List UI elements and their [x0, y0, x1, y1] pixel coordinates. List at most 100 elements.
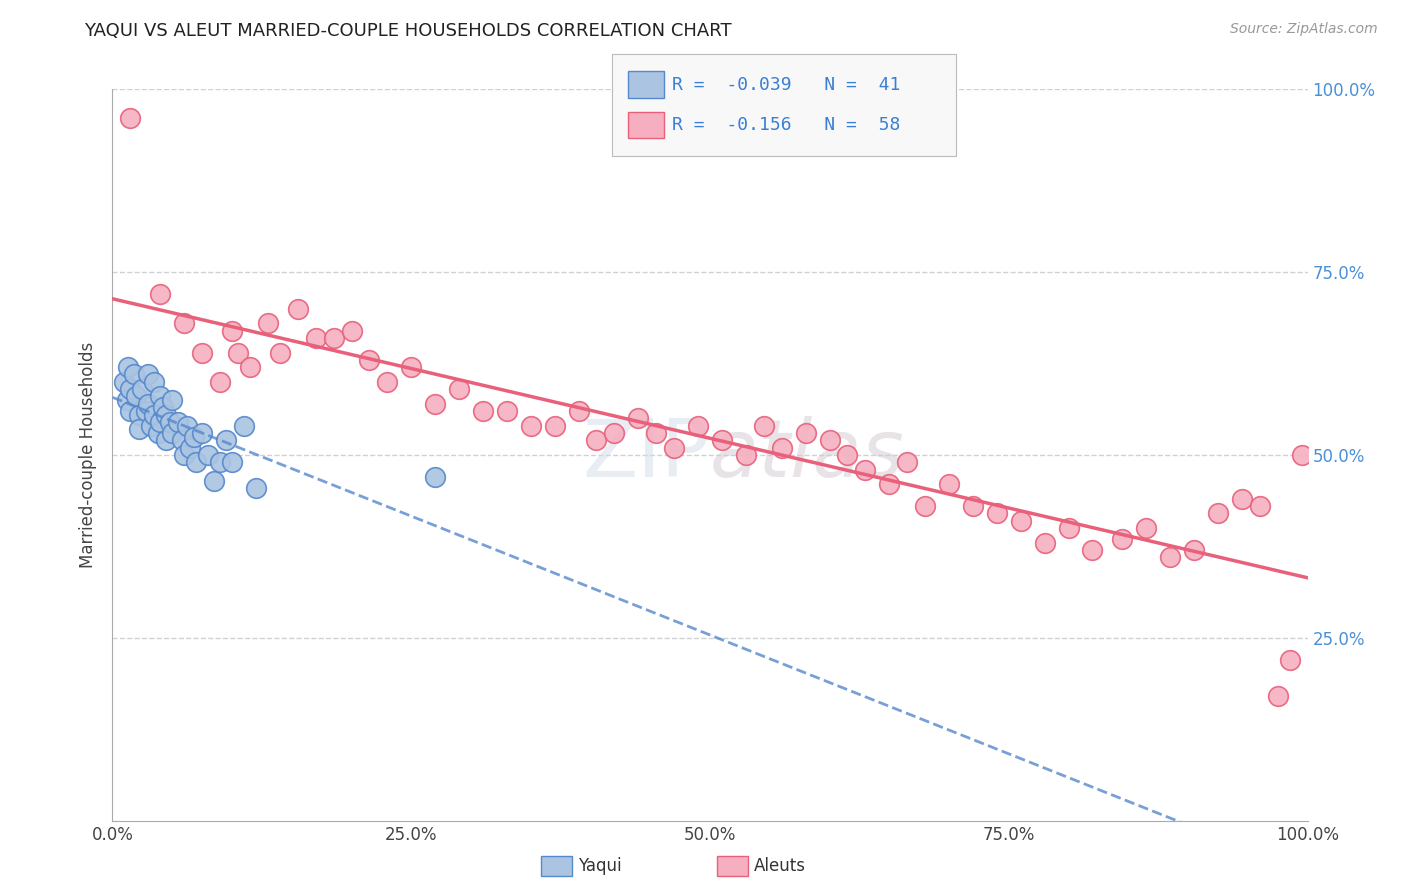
Point — [472, 404, 495, 418]
Point — [401, 360, 423, 375]
Point — [114, 375, 135, 389]
Point — [1033, 535, 1056, 549]
Point — [855, 462, 877, 476]
Point — [120, 404, 142, 418]
Point — [191, 425, 214, 440]
Point — [149, 287, 172, 301]
Point — [122, 368, 145, 382]
Point — [143, 408, 166, 422]
Point — [183, 430, 205, 444]
Point — [1111, 532, 1133, 546]
Point — [128, 422, 150, 436]
Point — [837, 448, 859, 462]
Point — [425, 397, 447, 411]
Text: Source: ZipAtlas.com: Source: ZipAtlas.com — [1230, 22, 1378, 37]
Point — [186, 455, 208, 469]
Point — [879, 477, 901, 491]
Point — [735, 448, 758, 462]
Point — [179, 441, 201, 455]
Point — [215, 434, 238, 448]
Text: ZIP: ZIP — [582, 416, 710, 494]
Point — [377, 375, 399, 389]
Point — [688, 418, 710, 433]
Point — [1267, 690, 1289, 704]
Point — [585, 434, 607, 448]
Point — [155, 434, 177, 448]
Point — [603, 425, 626, 440]
Point — [209, 375, 232, 389]
Point — [202, 474, 225, 488]
Point — [1057, 521, 1080, 535]
Point — [496, 404, 519, 418]
Point — [117, 360, 139, 375]
Point — [135, 404, 157, 418]
Point — [138, 397, 160, 411]
Point — [131, 382, 153, 396]
Point — [1010, 514, 1032, 528]
Text: YAQUI VS ALEUT MARRIED-COUPLE HOUSEHOLDS CORRELATION CHART: YAQUI VS ALEUT MARRIED-COUPLE HOUSEHOLDS… — [84, 22, 733, 40]
Point — [962, 499, 984, 513]
Point — [986, 507, 1008, 521]
Point — [1230, 491, 1253, 506]
Point — [1135, 521, 1157, 535]
Point — [1206, 507, 1229, 521]
Point — [1278, 653, 1301, 667]
Point — [1291, 448, 1313, 462]
Point — [287, 301, 309, 316]
Point — [162, 425, 183, 440]
Point — [818, 434, 841, 448]
Point — [269, 345, 291, 359]
Text: R =  -0.156   N =  58: R = -0.156 N = 58 — [672, 116, 900, 134]
Point — [221, 324, 243, 338]
Text: atlas: atlas — [710, 416, 905, 494]
Point — [257, 316, 280, 330]
Point — [226, 345, 249, 359]
Point — [322, 331, 344, 345]
Point — [143, 375, 166, 389]
Point — [167, 415, 190, 429]
Point — [520, 418, 543, 433]
Point — [340, 324, 363, 338]
Point — [149, 415, 172, 429]
Point — [794, 425, 817, 440]
Point — [138, 368, 160, 382]
Point — [359, 352, 381, 367]
Point — [170, 434, 193, 448]
Point — [128, 408, 150, 422]
Point — [125, 389, 148, 403]
Point — [159, 415, 181, 429]
Point — [115, 393, 138, 408]
Point — [1081, 543, 1104, 558]
Point — [938, 477, 960, 491]
Point — [233, 418, 256, 433]
Text: Yaqui: Yaqui — [578, 857, 621, 875]
Point — [120, 112, 142, 126]
Point — [664, 441, 686, 455]
Point — [305, 331, 328, 345]
Point — [197, 448, 219, 462]
Y-axis label: Married-couple Households: Married-couple Households — [79, 342, 97, 568]
Point — [239, 360, 262, 375]
Point — [162, 393, 183, 408]
Point — [245, 481, 267, 495]
Point — [1159, 550, 1181, 565]
Point — [770, 441, 793, 455]
Point — [543, 418, 565, 433]
Point — [155, 408, 177, 422]
Text: R =  -0.039   N =  41: R = -0.039 N = 41 — [672, 76, 900, 94]
Point — [221, 455, 243, 469]
Point — [645, 425, 668, 440]
Text: Aleuts: Aleuts — [754, 857, 806, 875]
Point — [173, 316, 195, 330]
Point — [425, 470, 447, 484]
Point — [146, 425, 169, 440]
Point — [1182, 543, 1205, 558]
Point — [209, 455, 232, 469]
Point — [139, 418, 162, 433]
Point — [176, 418, 198, 433]
Point — [711, 434, 734, 448]
Point — [896, 455, 918, 469]
Point — [191, 345, 214, 359]
Point — [447, 382, 470, 396]
Point — [120, 382, 142, 396]
